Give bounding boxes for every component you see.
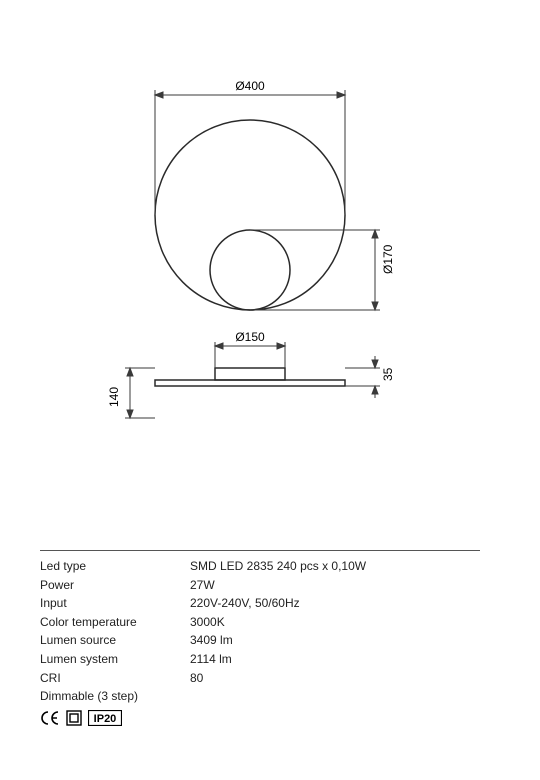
spec-label: Lumen source [40, 631, 190, 650]
inner-diameter-label: Ø170 [381, 244, 395, 274]
spec-row: Lumen source3409 lm [40, 631, 480, 650]
dim-base-height [345, 356, 380, 398]
spec-row: Color temperature3000K [40, 613, 480, 632]
ip-rating-text: IP20 [94, 713, 117, 725]
spec-value: 80 [190, 669, 480, 688]
spec-row: Input220V-240V, 50/60Hz [40, 594, 480, 613]
spec-row: Dimmable (3 step) [40, 687, 480, 706]
base-diameter-label: Ø150 [235, 330, 265, 344]
spec-label: Lumen system [40, 650, 190, 669]
ip-rating-box: IP20 [88, 710, 122, 726]
depth-label: 140 [107, 387, 121, 407]
double-square-icon [66, 710, 82, 726]
spec-value: 220V-240V, 50/60Hz [190, 594, 480, 613]
spec-value: 3000K [190, 613, 480, 632]
technical-drawing: Ø400 Ø170 [40, 60, 500, 460]
spec-value [190, 687, 480, 706]
dim-depth [125, 368, 155, 418]
spec-label: CRI [40, 669, 190, 688]
spec-label: Input [40, 594, 190, 613]
spec-label: Led type [40, 557, 190, 576]
ce-icon [40, 710, 60, 726]
dim-outer-diameter [155, 90, 345, 215]
spec-value: SMD LED 2835 240 pcs x 0,10W [190, 557, 480, 576]
spec-row: Power27W [40, 576, 480, 595]
spec-value: 27W [190, 576, 480, 595]
side-view [155, 368, 345, 386]
spec-value: 2114 lm [190, 650, 480, 669]
base-height-label: 35 [381, 367, 395, 381]
certification-row: IP20 [40, 710, 122, 726]
spec-row: Led typeSMD LED 2835 240 pcs x 0,10W [40, 557, 480, 576]
spec-table: Led typeSMD LED 2835 240 pcs x 0,10WPowe… [40, 550, 480, 706]
spec-row: CRI80 [40, 669, 480, 688]
spec-rule [40, 550, 480, 551]
spec-label: Color temperature [40, 613, 190, 632]
dim-inner-diameter [250, 230, 380, 310]
dim-base-diameter [215, 342, 285, 368]
spec-value: 3409 lm [190, 631, 480, 650]
front-view [155, 120, 345, 310]
outer-diameter-label: Ø400 [235, 79, 265, 93]
spec-row: Lumen system2114 lm [40, 650, 480, 669]
spec-label: Dimmable (3 step) [40, 687, 190, 706]
spec-label: Power [40, 576, 190, 595]
